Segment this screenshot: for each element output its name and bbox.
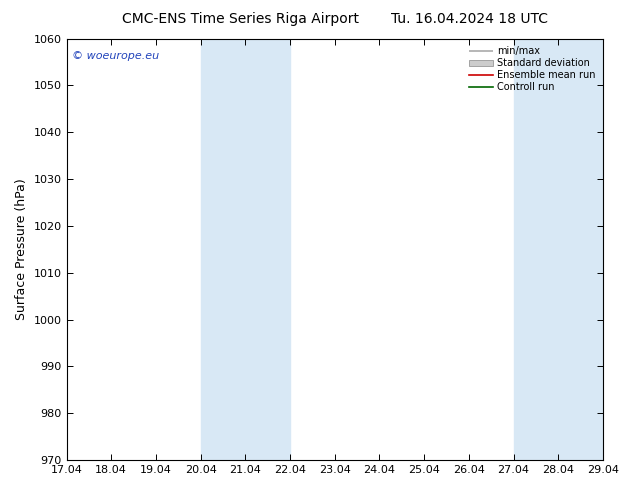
Bar xyxy=(514,39,603,460)
Legend: min/max, Standard deviation, Ensemble mean run, Controll run: min/max, Standard deviation, Ensemble me… xyxy=(465,44,598,95)
Bar xyxy=(200,39,290,460)
Text: Tu. 16.04.2024 18 UTC: Tu. 16.04.2024 18 UTC xyxy=(391,12,548,26)
Y-axis label: Surface Pressure (hPa): Surface Pressure (hPa) xyxy=(15,178,28,320)
Text: CMC-ENS Time Series Riga Airport: CMC-ENS Time Series Riga Airport xyxy=(122,12,359,26)
Text: © woeurope.eu: © woeurope.eu xyxy=(72,51,159,61)
